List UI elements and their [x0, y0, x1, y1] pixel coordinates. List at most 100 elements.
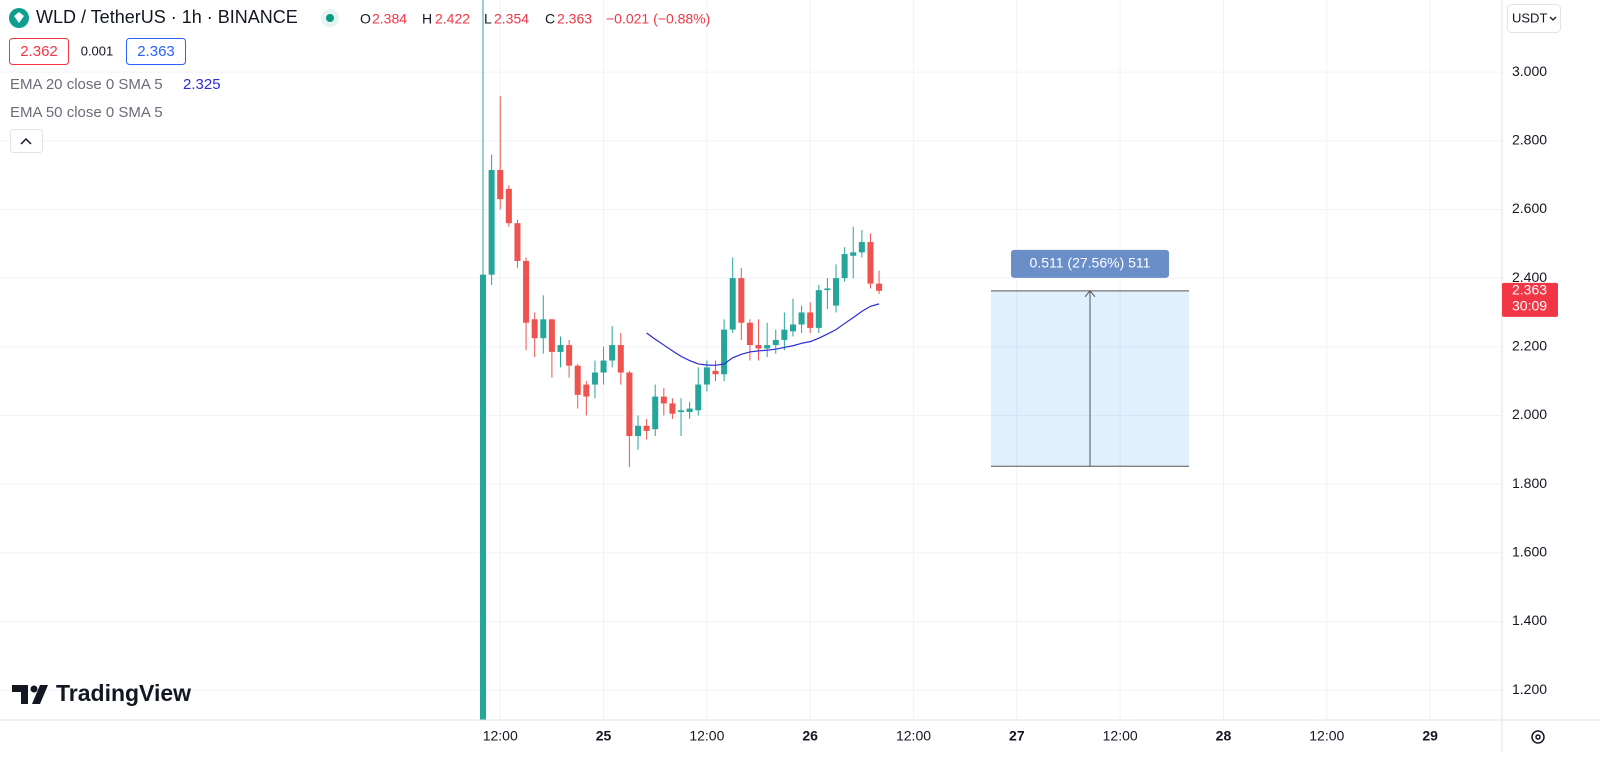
- x-tick-label: 28: [1216, 728, 1232, 744]
- candle-body: [609, 345, 616, 361]
- bid[interactable]: 2.362: [20, 43, 58, 60]
- candle-body: [850, 252, 857, 256]
- candle-body: [617, 345, 624, 373]
- logo-mark: [32, 685, 48, 704]
- settings-icon[interactable]: [1531, 730, 1545, 744]
- x-tick-label: 25: [596, 728, 612, 744]
- candle-body: [583, 384, 590, 397]
- axes: 1.200 1.400 1.600 1.800 2.000 2.200 2.400 2.600…: [483, 63, 1558, 744]
- candle-body: [815, 290, 822, 328]
- ohlc-value: 2.384: [372, 11, 407, 27]
- candle-body: [634, 425, 642, 437]
- y-tick-label: 2.600: [1512, 200, 1547, 216]
- candle-body: [712, 370, 719, 375]
- candle-body: [480, 274, 487, 720]
- indicator-value: 2.325: [183, 76, 221, 93]
- ask[interactable]: 2.363: [137, 43, 175, 60]
- candle-body: [703, 367, 710, 385]
- y-tick-label: 2.200: [1512, 337, 1547, 353]
- currency-caret: [1549, 16, 1557, 21]
- candle-body: [798, 312, 805, 325]
- y-tick-label: 1.800: [1512, 475, 1547, 491]
- x-tick-label: 12:00: [1103, 728, 1138, 744]
- candle-body: [643, 425, 650, 431]
- y-tick-label: 2.000: [1512, 406, 1547, 422]
- candle-body: [833, 278, 840, 306]
- x-tick-label: 12:00: [896, 728, 931, 744]
- candle-body: [824, 288, 831, 291]
- logo: TradingView: [12, 680, 191, 706]
- logo-mark: [30, 685, 38, 693]
- symbol-icon-glyph: [14, 12, 24, 23]
- candle-body: [660, 396, 667, 404]
- candle-body: [574, 365, 581, 395]
- symbol-title[interactable]: WLD / TetherUS · 1h · BINANCE: [36, 7, 298, 27]
- logo-mark: [12, 685, 28, 704]
- candle-body: [540, 319, 547, 339]
- candle-body: [497, 169, 504, 200]
- indicator-name[interactable]: EMA 20 close 0 SMA 5: [10, 76, 163, 93]
- candle-body: [721, 329, 728, 375]
- candle-body: [764, 345, 771, 349]
- ohlc-value: 2.354: [494, 11, 529, 27]
- candle-body: [652, 396, 659, 430]
- spread: 0.001: [81, 43, 114, 58]
- plot-area: 0.511 (27.56%) 511: [480, 0, 1190, 720]
- sell-box[interactable]: [9, 38, 69, 65]
- ohlc-label: O: [360, 11, 371, 27]
- y-tick-label: 1.200: [1512, 681, 1547, 697]
- ohlc-value: 2.363: [557, 11, 592, 27]
- indicator-name[interactable]: EMA 50 close 0 SMA 5: [10, 104, 163, 121]
- candle-body: [566, 345, 573, 366]
- ohlc-value: 2.422: [435, 11, 470, 27]
- candle-body: [626, 372, 633, 437]
- change: −0.021 (−0.88%): [606, 11, 710, 27]
- candle-body: [557, 345, 564, 352]
- candle-body: [488, 169, 495, 275]
- y-tick-label: 2.400: [1512, 269, 1547, 285]
- collapse-button[interactable]: [10, 129, 43, 153]
- price-tag: [1502, 282, 1558, 317]
- header: WLD / TetherUS · 1h · BINANCE O 2.384 H …: [9, 4, 1561, 744]
- candle-body: [678, 410, 685, 413]
- y-tick-label: 2.800: [1512, 131, 1547, 147]
- ema-line: [646, 303, 880, 366]
- candle-body: [523, 260, 530, 323]
- price-tag-value: 2.363: [1512, 282, 1547, 298]
- buy-box[interactable]: [126, 38, 186, 65]
- x-tick-label: 12:00: [1309, 728, 1344, 744]
- candle-body: [669, 403, 676, 414]
- logo-text: TradingView: [56, 680, 191, 706]
- candle-body: [686, 408, 693, 413]
- y-tick-label: 3.000: [1512, 63, 1547, 79]
- measure-label: 0.511 (27.56%) 511: [1030, 255, 1151, 271]
- currency-button[interactable]: [1507, 4, 1561, 33]
- y-tick-label: 1.600: [1512, 543, 1547, 559]
- candle-body: [548, 319, 555, 352]
- x-tick-label: 26: [802, 728, 818, 744]
- candle-body: [729, 278, 736, 330]
- x-tick-label: 12:00: [483, 728, 518, 744]
- measure-label-bg: [1011, 249, 1170, 278]
- candle-body: [514, 223, 521, 261]
- x-tick-label: 29: [1422, 728, 1438, 744]
- settings-icon-core: [1535, 734, 1541, 740]
- candle-body: [746, 322, 753, 346]
- collapse-icon: [20, 137, 32, 145]
- ohlc-label: H: [422, 11, 432, 27]
- ohlc-label: C: [545, 11, 555, 27]
- candle-body: [807, 312, 814, 328]
- candle-body: [841, 254, 848, 279]
- candle-body: [738, 278, 745, 323]
- candle-body: [789, 324, 796, 332]
- status-dot: [326, 14, 334, 22]
- x-tick-label: 27: [1009, 728, 1025, 744]
- candle-body: [858, 242, 865, 253]
- candle-body: [505, 188, 512, 224]
- candle-body: [591, 372, 598, 385]
- y-tick-label: 1.400: [1512, 612, 1547, 628]
- candle-body: [695, 384, 702, 411]
- currency[interactable]: USDT: [1512, 10, 1547, 25]
